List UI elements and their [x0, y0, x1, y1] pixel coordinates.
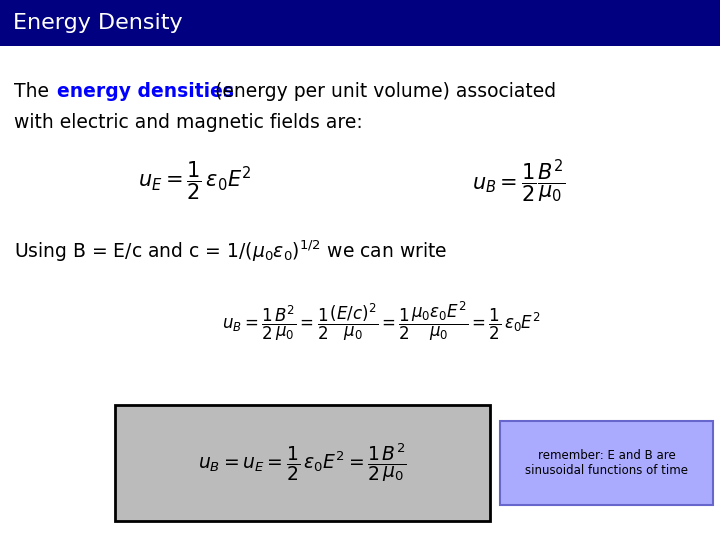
Text: Energy Density: Energy Density [13, 13, 183, 33]
Text: The: The [14, 82, 55, 101]
FancyBboxPatch shape [500, 421, 713, 505]
Text: $u_B = u_E = \dfrac{1}{2}\,\varepsilon_0 E^2 = \dfrac{1}{2}\dfrac{B^2}{\mu_0}$: $u_B = u_E = \dfrac{1}{2}\,\varepsilon_0… [198, 442, 407, 484]
Text: remember: E and B are
sinusoidal functions of time: remember: E and B are sinusoidal functio… [525, 449, 688, 477]
FancyBboxPatch shape [115, 405, 490, 521]
FancyBboxPatch shape [0, 0, 720, 46]
Text: (energy per unit volume) associated: (energy per unit volume) associated [215, 82, 556, 101]
Text: $u_B = \dfrac{1}{2}\dfrac{B^2}{\mu_0} = \dfrac{1}{2}\dfrac{(E/c)^2}{\mu_0} = \df: $u_B = \dfrac{1}{2}\dfrac{B^2}{\mu_0} = … [222, 300, 541, 343]
Text: $u_E = \dfrac{1}{2}\,\varepsilon_0 E^2$: $u_E = \dfrac{1}{2}\,\varepsilon_0 E^2$ [138, 160, 251, 202]
Text: with electric and magnetic fields are:: with electric and magnetic fields are: [14, 113, 363, 132]
Text: energy densities: energy densities [57, 82, 234, 101]
Text: $u_B = \dfrac{1}{2}\dfrac{B^2}{\mu_0}$: $u_B = \dfrac{1}{2}\dfrac{B^2}{\mu_0}$ [472, 157, 565, 205]
Text: Using B = E/c and c = 1/($\mu_0\varepsilon_0)^{1/2}$ we can write: Using B = E/c and c = 1/($\mu_0\varepsil… [14, 238, 448, 264]
